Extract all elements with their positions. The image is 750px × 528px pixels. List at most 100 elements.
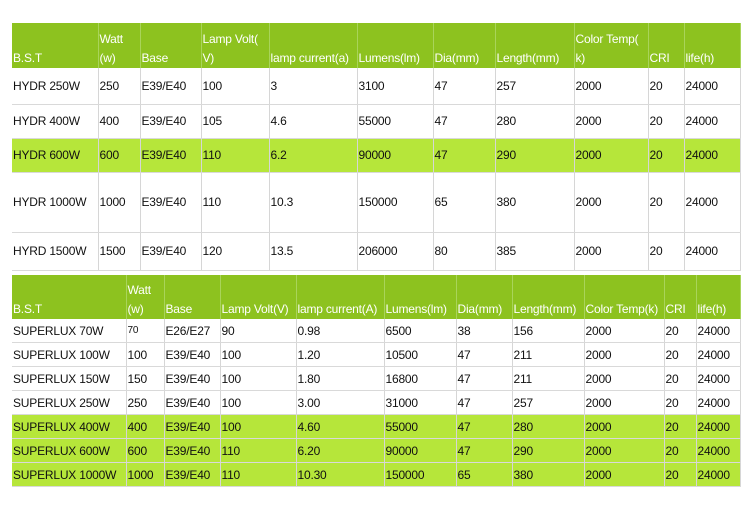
table-cell: 100 [126, 342, 165, 367]
table-cell: 24000 [696, 462, 741, 487]
table-cell: 100 [201, 68, 270, 105]
table-cell: 20 [664, 342, 697, 367]
table-cell: SUPERLUX 400W [12, 414, 127, 439]
table-row: HYDR 400W 400 E39/E40 105 4.6 55000 47 2… [12, 104, 741, 139]
table-cell: 90000 [384, 438, 457, 463]
table-cell: E26/E27 [164, 319, 221, 343]
table-cell: 100 [220, 390, 297, 415]
table-row: SUPERLUX 150W 150 E39/E40 100 1.80 16800… [12, 366, 741, 391]
header-cell: B.S.T [12, 275, 127, 319]
table-cell: 100 [220, 366, 297, 391]
table-cell: 211 [512, 342, 585, 367]
table-cell: 10.30 [296, 462, 385, 487]
table-row: HYDR 600W 600 E39/E40 110 6.2 90000 47 2… [12, 138, 741, 173]
table-cell: 20 [648, 232, 685, 271]
table-cell: 100 [220, 342, 297, 367]
table-cell: 150000 [357, 172, 434, 233]
table-cell: 24000 [696, 390, 741, 415]
table-cell: 24000 [684, 232, 741, 271]
table-cell: 20 [664, 438, 697, 463]
table-row: SUPERLUX 600W 600 E39/E40 110 6.20 90000… [12, 438, 741, 463]
table-cell: 156 [512, 319, 585, 343]
header-cell: Color Temp( k) [574, 23, 649, 68]
table-header-row: B.S.T Watt (w) Base Lamp Volt(V) lamp cu… [12, 275, 741, 319]
table-cell: 47 [433, 104, 496, 139]
table-cell: 110 [201, 172, 270, 233]
table-cell: 385 [495, 232, 575, 271]
superlux-spec-table: B.S.T Watt (w) Base Lamp Volt(V) lamp cu… [12, 275, 741, 487]
table-cell: 2000 [574, 172, 649, 233]
table-cell: 65 [456, 462, 513, 487]
table-cell: 65 [433, 172, 496, 233]
table-cell: 24000 [696, 342, 741, 367]
table-cell: 38 [456, 319, 513, 343]
table-cell: 24000 [684, 68, 741, 105]
table-cell: E39/E40 [164, 390, 221, 415]
table-cell: 55000 [357, 104, 434, 139]
header-cell: B.S.T [12, 23, 99, 68]
table-cell: 90 [220, 319, 297, 343]
table-cell: 600 [126, 438, 165, 463]
table-cell: 2000 [574, 68, 649, 105]
table-cell: 380 [495, 172, 575, 233]
table-cell: 16800 [384, 366, 457, 391]
table-cell: 47 [456, 438, 513, 463]
table-row: SUPERLUX 250W 250 E39/E40 100 3.00 31000… [12, 390, 741, 415]
table-cell: HYRD 1500W [12, 232, 99, 271]
table-row: HYRD 1500W 1500 E39/E40 120 13.5 206000 … [12, 232, 741, 271]
header-cell: Lumens(lm) [357, 23, 434, 68]
table-cell: 2000 [584, 462, 665, 487]
table-cell: E39/E40 [140, 68, 202, 105]
header-cell: Color Temp(k) [584, 275, 665, 319]
header-cell: Lumens(lm) [384, 275, 457, 319]
table-cell: 20 [648, 172, 685, 233]
table-cell: E39/E40 [164, 366, 221, 391]
table-cell: 20 [648, 68, 685, 105]
header-cell: CRI [664, 275, 697, 319]
table-cell: 400 [126, 414, 165, 439]
table-cell: 10500 [384, 342, 457, 367]
table-cell: 3 [269, 68, 358, 105]
table-cell: 2000 [584, 414, 665, 439]
table-cell: 100 [220, 414, 297, 439]
table-cell: 47 [456, 414, 513, 439]
table-cell: 2000 [574, 104, 649, 139]
table-cell: 24000 [684, 138, 741, 173]
header-cell: Lamp Volt(V) [220, 275, 297, 319]
table-cell: 20 [664, 462, 697, 487]
table-cell: 31000 [384, 390, 457, 415]
table-cell: 4.6 [269, 104, 358, 139]
table-cell: 211 [512, 366, 585, 391]
table-cell: E39/E40 [164, 438, 221, 463]
header-cell: Length(mm) [495, 23, 575, 68]
table-cell: E39/E40 [140, 138, 202, 173]
table-cell: 24000 [684, 172, 741, 233]
table-cell: 47 [456, 342, 513, 367]
table-cell: 2000 [584, 366, 665, 391]
header-cell: CRI [648, 23, 685, 68]
header-cell: Lamp Volt( V) [201, 23, 270, 68]
table-cell: 2000 [584, 390, 665, 415]
table-header-row: B.S.T Watt (w) Base Lamp Volt( V) lamp c… [12, 23, 741, 68]
table-cell: 600 [98, 138, 141, 173]
table-cell: SUPERLUX 1000W [12, 462, 127, 487]
hydr-spec-table: B.S.T Watt (w) Base Lamp Volt( V) lamp c… [12, 23, 741, 271]
table-cell: 24000 [684, 104, 741, 139]
table-cell: 24000 [696, 366, 741, 391]
table-cell: 24000 [696, 414, 741, 439]
table-cell: HYDR 1000W [12, 172, 99, 233]
table-cell: E39/E40 [164, 342, 221, 367]
table-cell: 2000 [574, 232, 649, 271]
table-cell: 47 [456, 366, 513, 391]
table-cell: 150 [126, 366, 165, 391]
table-cell: SUPERLUX 600W [12, 438, 127, 463]
header-cell: Dia(mm) [433, 23, 496, 68]
header-cell: lamp current(a) [269, 23, 358, 68]
header-cell: Watt (w) [126, 275, 165, 319]
table-cell: 2000 [584, 342, 665, 367]
table-cell: 13.5 [269, 232, 358, 271]
table-cell: HYDR 400W [12, 104, 99, 139]
table-cell: 1000 [126, 462, 165, 487]
table-cell: 105 [201, 104, 270, 139]
table-cell: 6.20 [296, 438, 385, 463]
